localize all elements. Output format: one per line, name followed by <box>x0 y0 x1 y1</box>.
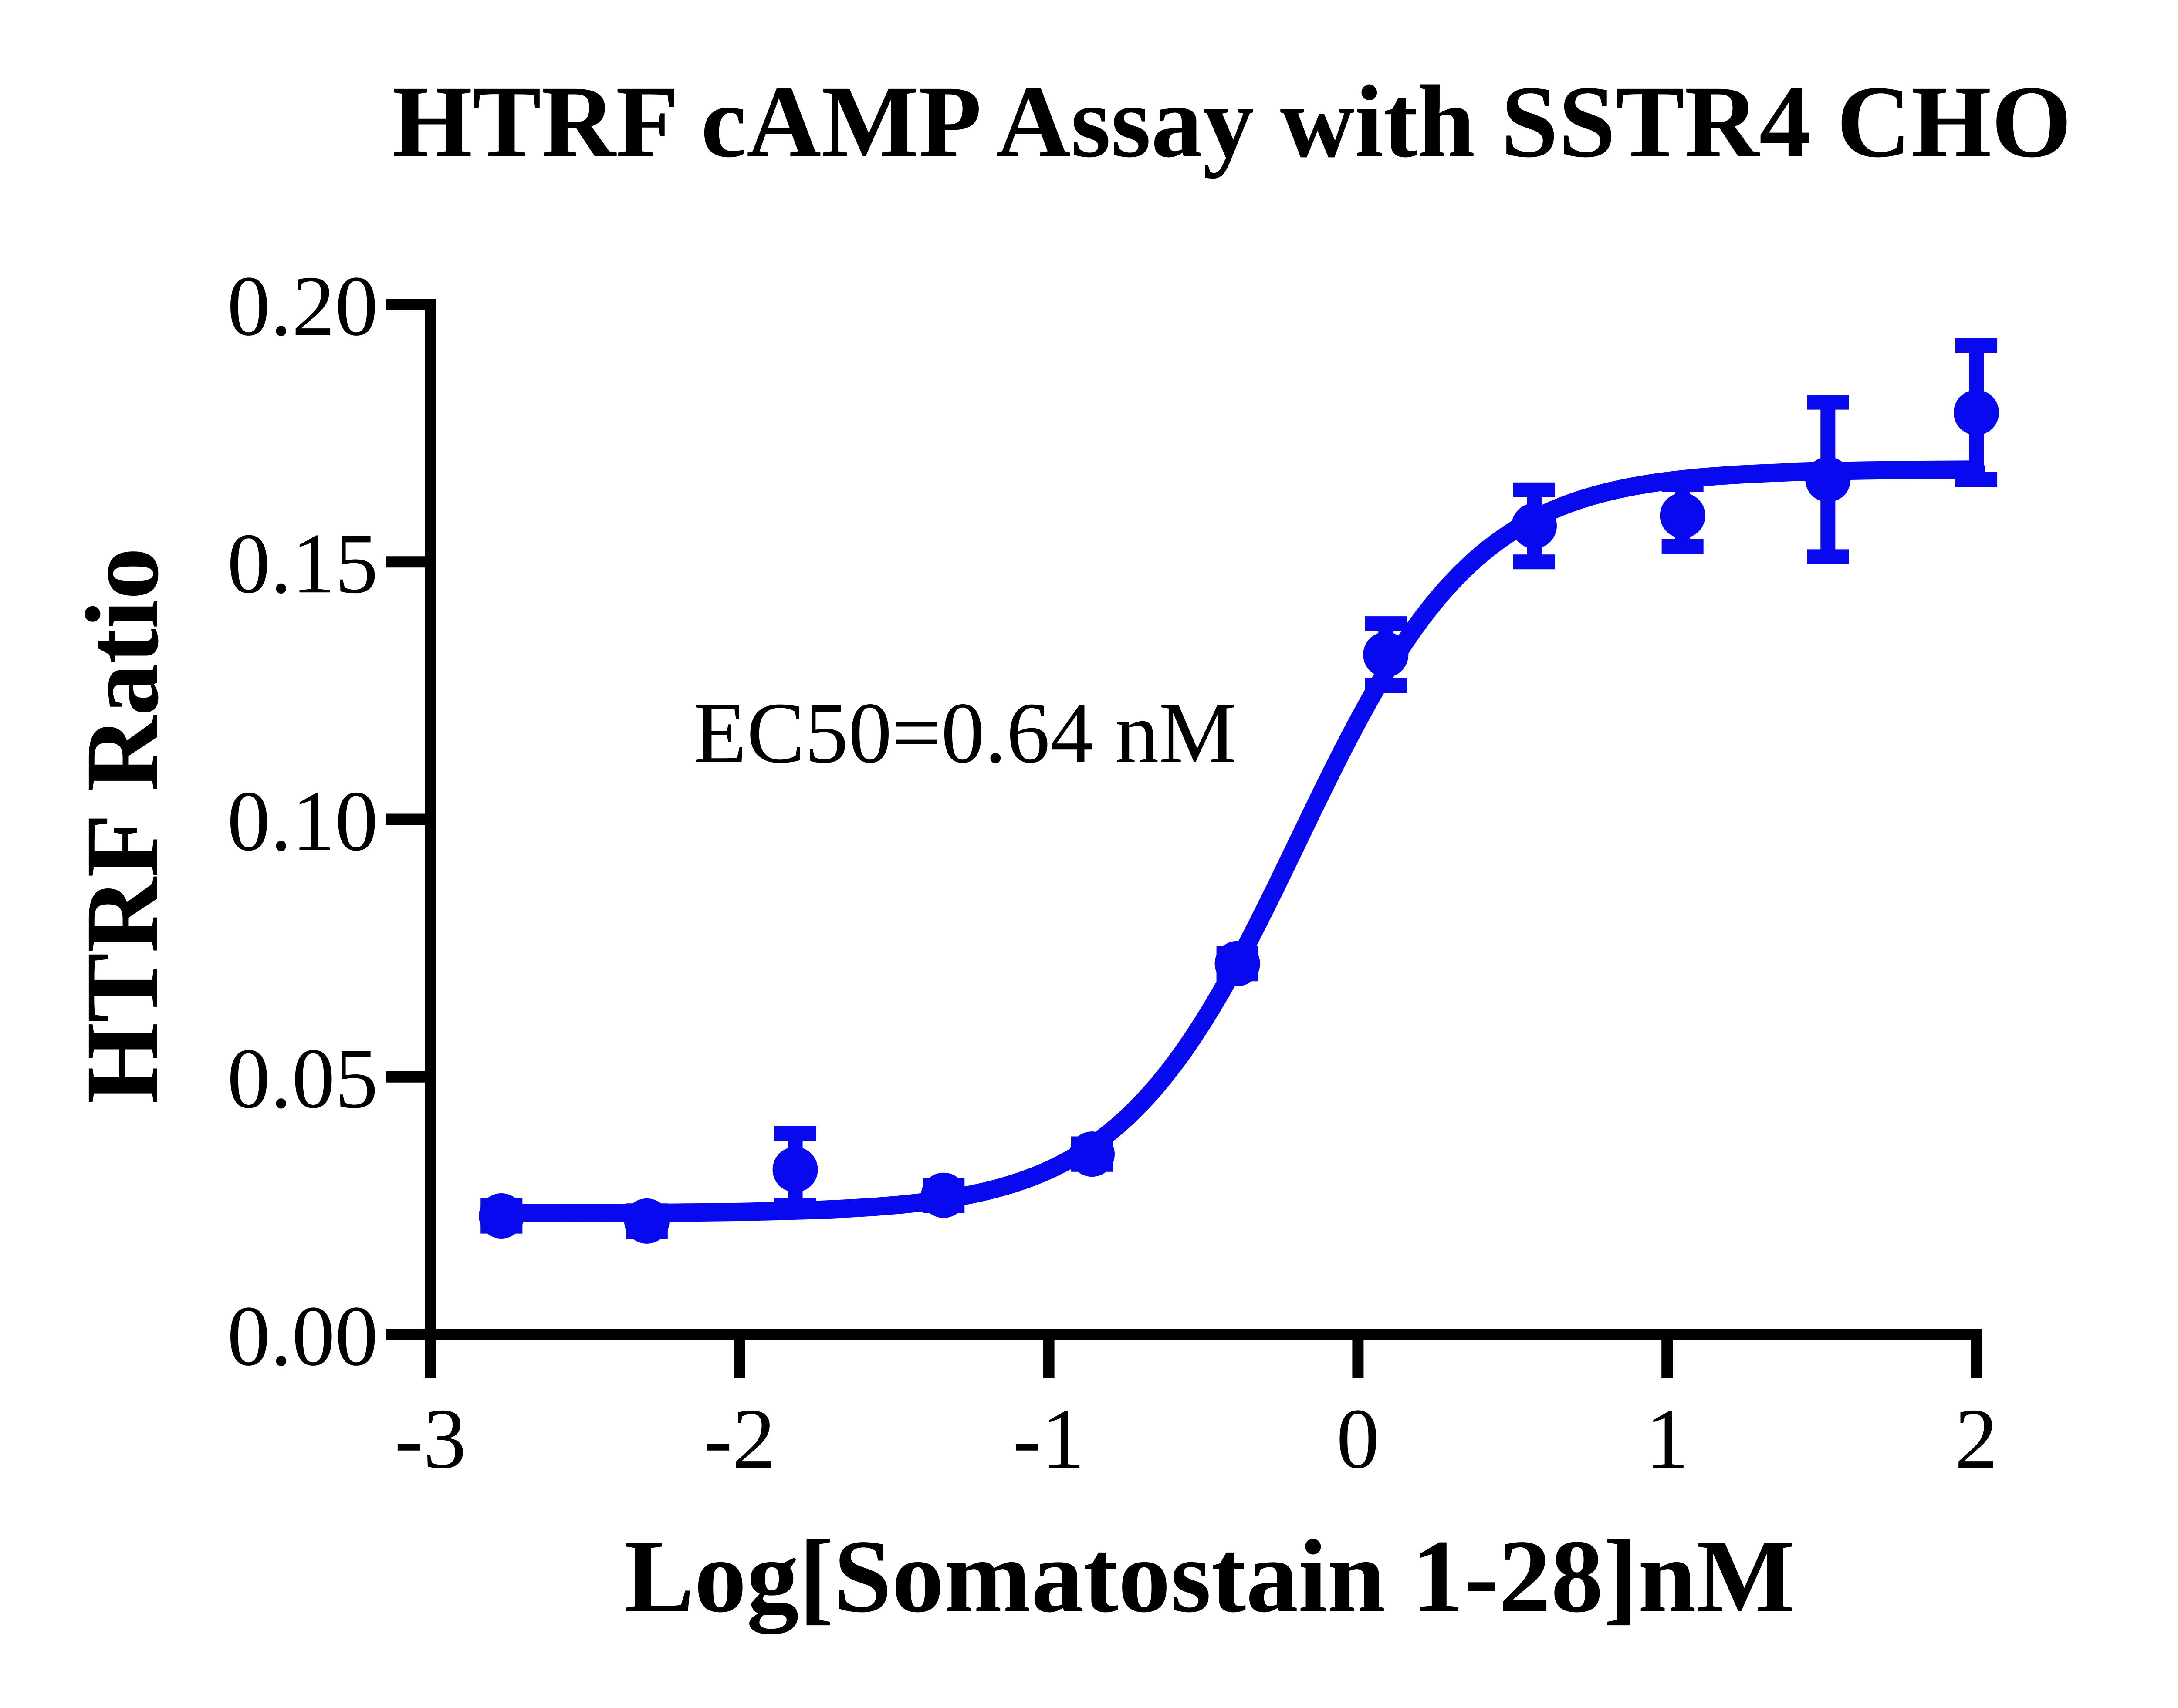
ec50-annotation: EC50=0.64 nM <box>693 685 1237 781</box>
data-point <box>1660 493 1705 538</box>
x-tick-label: -3 <box>395 1391 467 1486</box>
data-point <box>1511 503 1557 549</box>
x-tick-label: -2 <box>703 1391 775 1486</box>
x-tick-label: -1 <box>1013 1391 1085 1486</box>
x-axis-title: Log[Somatostain 1-28]nM <box>624 1518 1795 1634</box>
data-point <box>1805 457 1851 503</box>
data-point <box>772 1147 818 1192</box>
y-tick-label: 0.00 <box>227 1288 379 1384</box>
x-tick-label: 0 <box>1336 1391 1380 1486</box>
x-tick-label: 1 <box>1646 1391 1689 1486</box>
fit-curve <box>492 460 1985 1222</box>
y-tick-label: 0.20 <box>227 258 379 354</box>
data-point <box>1954 390 1999 435</box>
chart-title: HTRF cAMP Assay with SSTR4 CHO <box>392 65 2072 179</box>
data-point <box>479 1193 524 1239</box>
y-tick-label: 0.10 <box>227 773 379 869</box>
data-point <box>1069 1131 1115 1177</box>
data-point <box>624 1198 670 1244</box>
data-point <box>1214 941 1260 986</box>
x-tick-label: 2 <box>1955 1391 1998 1486</box>
y-axis-title: HTRF Ratio <box>64 547 180 1104</box>
y-tick-label: 0.05 <box>227 1031 379 1126</box>
y-tick-label: 0.15 <box>227 516 379 611</box>
data-point <box>1363 632 1409 678</box>
data-point <box>921 1172 967 1218</box>
